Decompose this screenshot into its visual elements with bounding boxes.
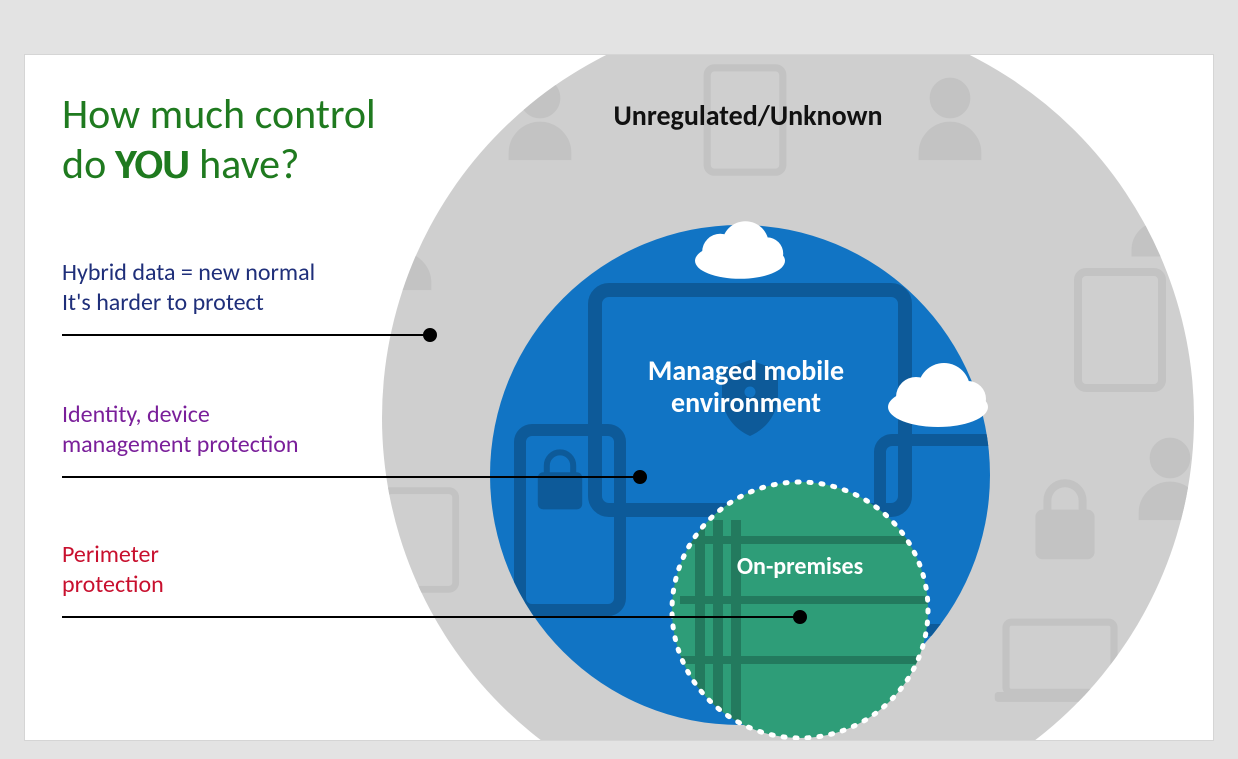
heading-line2-post: have? bbox=[190, 139, 300, 190]
callout-line: Hybrid data = new normal bbox=[62, 258, 315, 288]
callout-line: It's harder to protect bbox=[62, 288, 315, 318]
inner-circle: On-premises bbox=[672, 482, 930, 738]
callout-hybrid: Hybrid data = new normal It's harder to … bbox=[62, 258, 315, 318]
heading-line1: How much control bbox=[62, 90, 376, 140]
leader-line-1 bbox=[62, 329, 436, 341]
middle-label-line1: Managed mobile bbox=[648, 353, 844, 388]
callout-line: management protection bbox=[62, 430, 299, 460]
callout-line: Identity, device bbox=[62, 400, 299, 430]
outer-label: Unregulated/Unknown bbox=[614, 98, 883, 133]
heading-line2-pre: do bbox=[62, 139, 116, 190]
inner-label: On-premises bbox=[737, 552, 863, 581]
callout-identity: Identity, device management protection bbox=[62, 400, 299, 460]
callout-line: Perimeter bbox=[62, 540, 164, 570]
callout-line: protection bbox=[62, 570, 164, 600]
middle-label-line2: environment bbox=[671, 385, 821, 420]
callout-perimeter: Perimeter protection bbox=[62, 540, 164, 600]
heading-emphasis: YOU bbox=[116, 139, 190, 190]
slide-heading: How much control do YOU have? bbox=[62, 90, 376, 191]
